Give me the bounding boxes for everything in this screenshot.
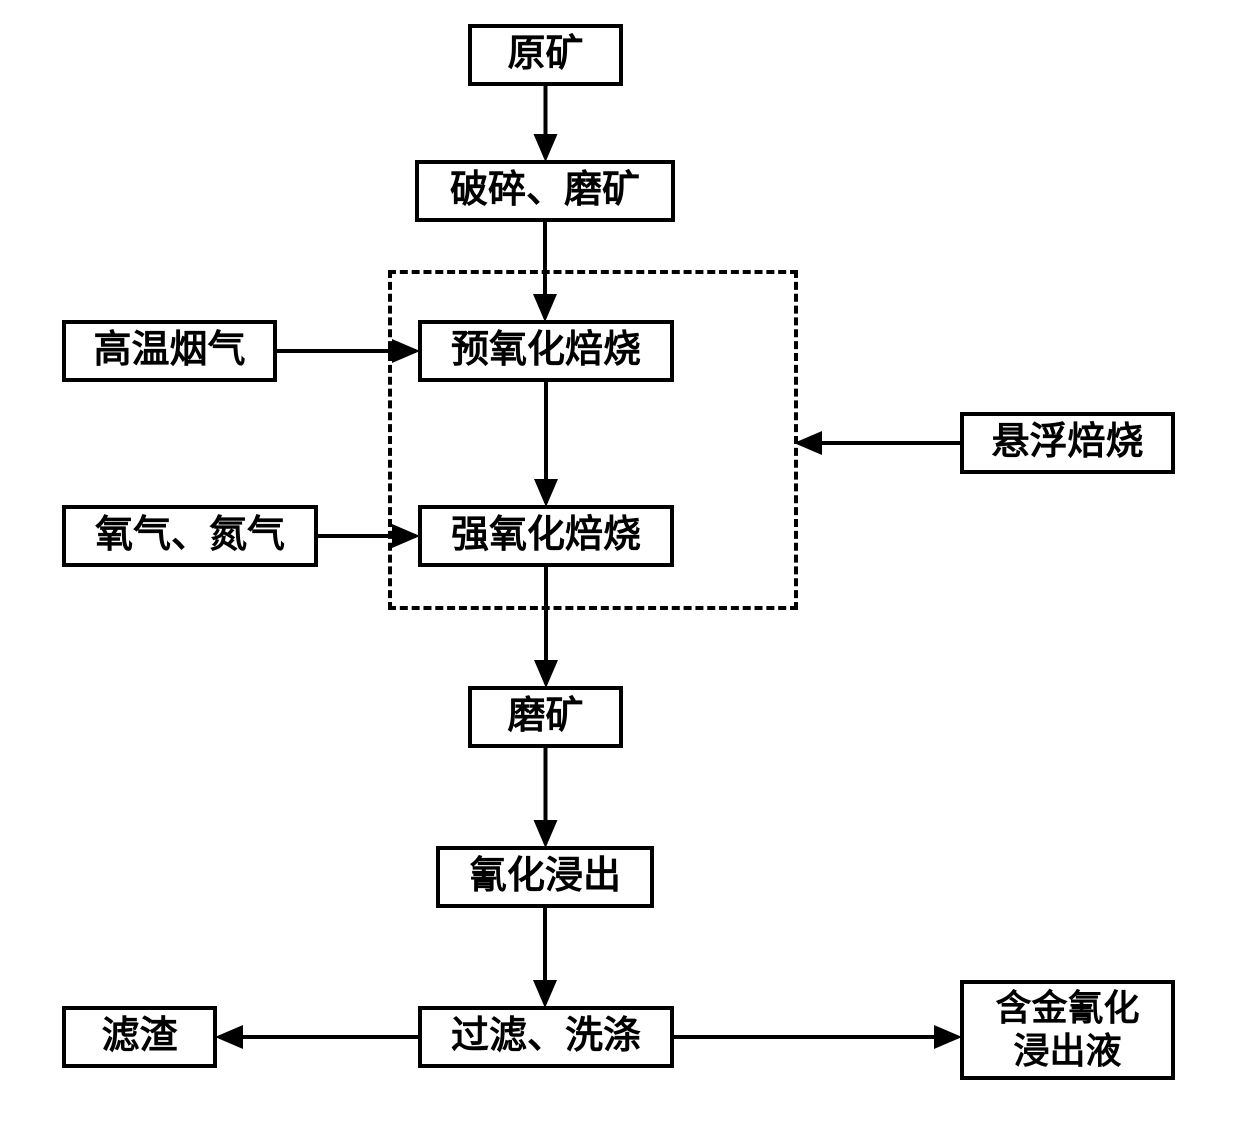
node-hot-flue-gas: 高温烟气 [62, 320, 277, 382]
label: 强氧化焙烧 [451, 513, 641, 559]
label: 氰化浸出 [469, 854, 621, 900]
label: 原矿 [507, 32, 583, 78]
label: 预氧化焙烧 [451, 328, 641, 374]
node-suspension-roasting: 悬浮焙烧 [960, 412, 1175, 474]
label: 高温烟气 [93, 328, 245, 374]
node-strong-oxidation: 强氧化焙烧 [418, 505, 674, 567]
node-pre-oxidation: 预氧化焙烧 [418, 320, 674, 382]
node-residue: 滤渣 [62, 1006, 217, 1068]
node-cyanide-leaching: 氰化浸出 [436, 846, 654, 908]
node-raw-ore: 原矿 [468, 24, 623, 86]
label: 悬浮焙烧 [991, 420, 1143, 466]
label: 磨矿 [507, 694, 583, 740]
node-oxygen-nitrogen: 氧气、氮气 [62, 505, 318, 567]
node-filter-wash: 过滤、洗涤 [418, 1006, 674, 1068]
node-gold-cyanide-liquor: 含金氰化 浸出液 [960, 980, 1175, 1080]
label: 过滤、洗涤 [451, 1014, 641, 1060]
label: 破碎、磨矿 [450, 168, 640, 214]
label: 氧气、氮气 [95, 513, 285, 559]
label: 含金氰化 浸出液 [995, 987, 1139, 1073]
node-grinding: 磨矿 [468, 686, 623, 748]
node-crush-grind: 破碎、磨矿 [415, 160, 675, 222]
label: 滤渣 [101, 1014, 177, 1060]
